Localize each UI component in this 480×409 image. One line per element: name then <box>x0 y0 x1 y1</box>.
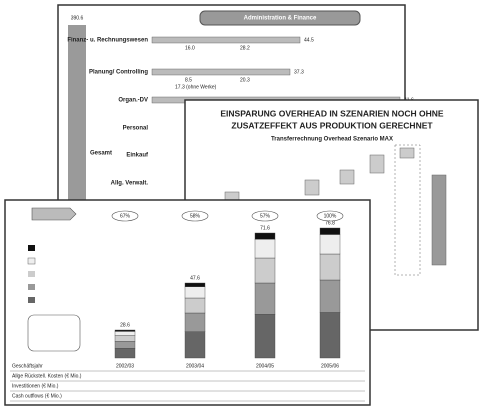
bar-segment <box>184 282 206 287</box>
waterfall-total <box>431 174 447 266</box>
bar-segment <box>319 279 341 313</box>
header-arrow <box>31 207 77 221</box>
header: Administration & Finance <box>244 16 317 22</box>
row-bar <box>151 36 301 44</box>
total-bar <box>68 25 86 225</box>
bar-segment <box>184 286 206 299</box>
legend-swatch <box>28 245 35 251</box>
bar-segment <box>319 312 341 359</box>
bar-segment <box>114 348 136 359</box>
bar-segment <box>319 227 341 235</box>
row-label: Allg. Verwalt. <box>111 181 149 187</box>
row-value: 37.3 <box>294 69 304 75</box>
note: 17.3 (ohne Werke) <box>175 84 217 90</box>
legend-swatch <box>28 284 35 290</box>
bar-segment <box>254 314 276 359</box>
bar-segment <box>184 312 206 332</box>
chart: 67% 28.6 2002/03 58% 47.6 2003/04 57% 71.6 2004/… <box>10 210 365 402</box>
percent-oval <box>316 210 344 222</box>
legend-swatch <box>28 297 35 303</box>
bar-segment <box>254 232 276 240</box>
percent-oval <box>251 210 279 222</box>
row-label: Organ.-DV <box>118 98 148 104</box>
row-value: 44.5 <box>304 37 314 43</box>
total-value: 390.6 <box>71 15 84 21</box>
percent: 100% <box>324 213 337 219</box>
total: 47.6 <box>190 275 200 281</box>
legend-swatch <box>27 257 36 265</box>
header-box <box>199 10 361 26</box>
row-label: Einkauf <box>126 153 149 159</box>
part-value: 16.0 <box>185 45 195 51</box>
subtitle: Transferrechnung Overhead Szenario MAX <box>271 137 393 143</box>
table-row-label: Allge Rückstell. Kosten (€ Mio.) <box>12 373 82 379</box>
bar-segment <box>254 239 276 259</box>
bar-segment <box>254 282 276 315</box>
total: 76.8 <box>325 220 335 226</box>
waterfall-step <box>399 147 415 159</box>
table-row-label: Investitionen (€ Mio.) <box>12 383 59 389</box>
year: 2003/04 <box>186 363 204 369</box>
row-label: Planung/ Controlling <box>89 70 148 76</box>
percent-oval <box>181 210 209 222</box>
waterfall-step <box>369 154 385 174</box>
year: 2005/06 <box>321 363 339 369</box>
front-slide: 67% 28.6 2002/03 58% 47.6 2003/04 57% 71.6 2004/… <box>4 199 371 406</box>
percent-oval <box>111 210 139 222</box>
bar-segment <box>254 257 276 284</box>
total: 28.6 <box>120 322 130 328</box>
percent: 57% <box>260 213 271 219</box>
row-bar <box>151 68 291 76</box>
bar-segment <box>114 335 136 342</box>
percent: 58% <box>190 213 201 219</box>
bar-segment <box>184 331 206 359</box>
percent: 67% <box>120 213 131 219</box>
year: 2004/05 <box>256 363 274 369</box>
part-value: 20.3 <box>240 77 250 83</box>
table-row-label: Cash outflows (€ Mio.) <box>12 393 62 399</box>
bar-segment <box>114 329 136 332</box>
title: ZUSATZEFFEKT AUS PRODUKTION GERECHNET <box>231 120 433 130</box>
waterfall-step <box>339 169 355 185</box>
bar-segment <box>114 341 136 349</box>
title: EINSPARUNG OVERHEAD IN SZENARIEN NOCH OH… <box>220 108 444 118</box>
bar-segment <box>114 331 136 336</box>
legend-swatch <box>28 271 35 277</box>
bar-segment <box>319 253 341 281</box>
row-label: Personal <box>123 126 149 132</box>
row-label: Finanz- u. Rechnungswesen <box>67 38 148 44</box>
bar-segment <box>184 297 206 314</box>
table-row-label: Geschäftsjahr <box>12 363 43 369</box>
part-value: 8.5 <box>185 77 192 83</box>
part-value: 28.2 <box>240 45 250 51</box>
highlight <box>394 144 421 276</box>
callout <box>27 314 81 352</box>
total-label: Gesamt <box>90 151 112 157</box>
year: 2002/03 <box>116 363 134 369</box>
bar-segment <box>319 234 341 255</box>
waterfall-step <box>304 179 320 196</box>
total: 71.6 <box>260 225 270 231</box>
